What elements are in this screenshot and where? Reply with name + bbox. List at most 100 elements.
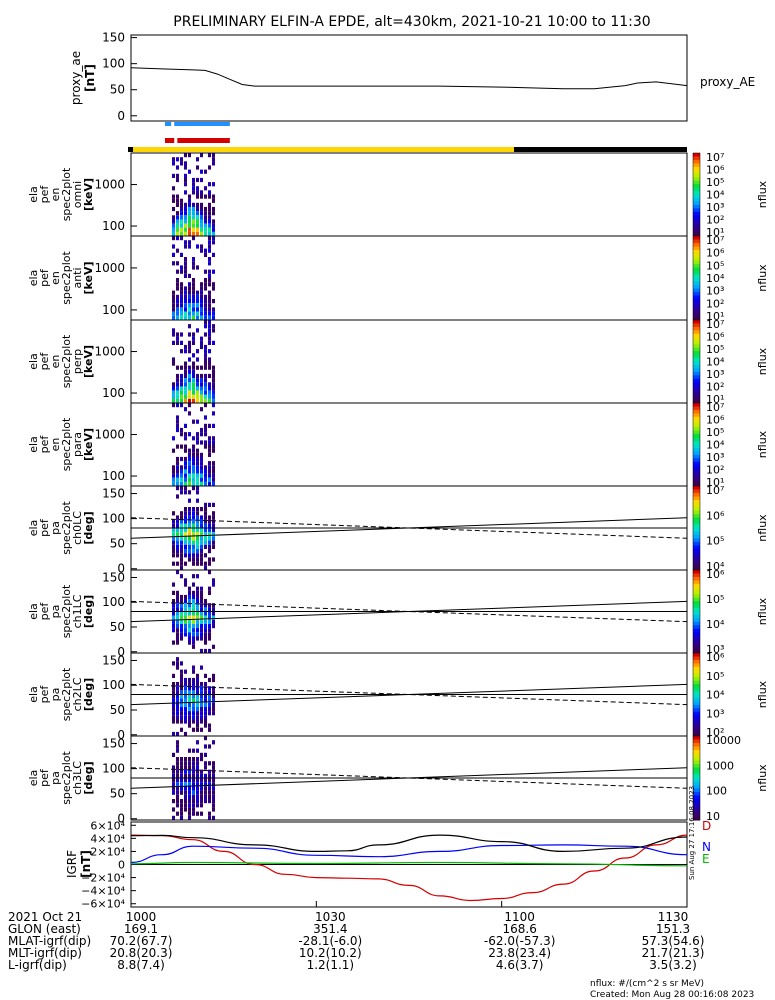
spectrogram-cell bbox=[176, 378, 179, 383]
colorbar-label: nflux bbox=[756, 514, 769, 542]
spectrogram-cell bbox=[188, 778, 191, 783]
colorbar-segment bbox=[693, 659, 700, 664]
spectrogram-cell bbox=[208, 465, 211, 470]
spectrogram-cell bbox=[184, 436, 187, 441]
spectrogram-cell bbox=[176, 390, 179, 395]
colorbar-segment bbox=[693, 347, 700, 352]
spectrogram-cell bbox=[180, 315, 183, 320]
spectrogram-cell bbox=[200, 628, 203, 633]
spectrogram-cell bbox=[176, 632, 179, 637]
spectrogram-cell bbox=[180, 690, 183, 695]
spectrogram-cell bbox=[200, 390, 203, 395]
spectrogram-ytick-label: 0 bbox=[117, 812, 125, 826]
spectrogram-cell bbox=[180, 632, 183, 637]
spectrogram-cell bbox=[208, 448, 211, 453]
spectrogram-cell bbox=[180, 456, 183, 462]
spectrogram-cell bbox=[184, 707, 187, 712]
spectrogram-cell bbox=[172, 357, 175, 362]
spectrogram-cell bbox=[204, 477, 207, 482]
spectrogram-cell bbox=[208, 182, 211, 187]
spectrogram-cell bbox=[176, 657, 179, 662]
spectrogram-cell bbox=[184, 477, 187, 482]
spectrogram-cell bbox=[212, 315, 215, 320]
spectrogram-cell bbox=[192, 473, 195, 478]
spectrogram-cell bbox=[212, 365, 215, 370]
spectrogram-cell bbox=[200, 507, 203, 512]
spectrogram-cell bbox=[204, 786, 207, 791]
spectrogram-cell bbox=[172, 307, 175, 312]
spectrogram-cell bbox=[172, 561, 175, 566]
spectrogram-cell bbox=[212, 211, 215, 216]
spectrogram-cell bbox=[204, 615, 207, 620]
spectrogram-cell bbox=[200, 477, 203, 482]
spectrogram-cell bbox=[188, 273, 191, 278]
spectrogram-cell bbox=[212, 786, 215, 791]
colorbar-segment bbox=[693, 677, 700, 682]
spectrogram-cell bbox=[180, 157, 183, 162]
spectrogram-cell bbox=[192, 290, 195, 295]
spectrogram-cell bbox=[208, 361, 211, 366]
spectrogram-cell bbox=[200, 465, 203, 470]
spectrogram-ylabel-line: [keV] bbox=[82, 178, 95, 211]
spectrogram-cell bbox=[212, 532, 215, 537]
spectrogram-cell bbox=[180, 282, 183, 287]
spectrogram-cell bbox=[204, 320, 207, 325]
spectrogram-cell bbox=[184, 369, 187, 374]
spectrogram-cell bbox=[172, 615, 175, 620]
spectrogram-cell bbox=[176, 782, 179, 787]
spectrogram-cell bbox=[188, 624, 191, 629]
spectrogram-cell bbox=[192, 677, 195, 683]
spectrogram-cell bbox=[200, 473, 203, 478]
colorbar-tick-label: 10⁵ bbox=[706, 535, 724, 548]
colorbar-segment bbox=[693, 340, 700, 345]
spectrogram-cell bbox=[192, 807, 195, 812]
spectrogram-cell bbox=[188, 698, 191, 703]
spectrogram-cell bbox=[188, 523, 191, 528]
colorbar-segment bbox=[693, 423, 700, 428]
spectrogram-cell bbox=[208, 782, 211, 787]
colorbar-segment bbox=[693, 795, 700, 800]
colorbar-label: nflux bbox=[756, 764, 769, 792]
igrf-series-total bbox=[130, 834, 688, 853]
colorbar-segment bbox=[693, 365, 700, 369]
colorbar-segment bbox=[693, 306, 700, 310]
spectrogram-cell bbox=[188, 511, 191, 516]
spectrogram-panels: 1000100elapefenspec2plotomni[keV]10⁷10⁶1… bbox=[27, 151, 769, 826]
spectrogram-cell bbox=[196, 586, 199, 591]
spectrogram-cell bbox=[212, 386, 215, 391]
spectrogram-panel-anti: 1000100elapefenspec2plotanti[keV]10⁷10⁶1… bbox=[27, 234, 769, 323]
colorbar-segment bbox=[693, 489, 700, 494]
spectrogram-cell bbox=[200, 344, 203, 350]
spectrogram-cell bbox=[176, 303, 179, 308]
spectrogram-cell bbox=[188, 690, 191, 695]
spectrogram-cell bbox=[192, 765, 195, 770]
colorbar-segment bbox=[693, 552, 700, 557]
spectrogram-cell bbox=[184, 694, 187, 699]
colorbar-tick-label: 10⁶ bbox=[706, 414, 725, 427]
spectrogram-cell bbox=[212, 515, 215, 520]
spectrogram-cell bbox=[212, 182, 215, 187]
spectrogram-cell bbox=[192, 486, 195, 491]
spectrogram-cell bbox=[192, 794, 195, 799]
spectrogram-cell bbox=[192, 477, 195, 482]
spectrogram-cell bbox=[184, 344, 187, 350]
spectrogram-cell bbox=[200, 219, 203, 224]
spectrogram-cell bbox=[200, 719, 203, 724]
spectrogram-cell bbox=[212, 473, 215, 478]
spectrogram-cell bbox=[208, 778, 211, 783]
spectrogram-cell bbox=[188, 632, 191, 637]
spectrogram-cell bbox=[212, 536, 215, 541]
spectrogram-cell bbox=[200, 452, 203, 457]
spectrogram-cell bbox=[192, 378, 195, 383]
proxy-ae-ytick-label: 150 bbox=[102, 31, 125, 45]
spectrogram-cells-ch2LC bbox=[172, 657, 215, 737]
spectrogram-cell bbox=[172, 261, 175, 266]
spectrogram-cell bbox=[204, 711, 207, 716]
spectrogram-cell bbox=[184, 223, 187, 228]
spectrogram-cell bbox=[196, 677, 199, 683]
colorbar-segment bbox=[693, 573, 700, 578]
spectrogram-cell bbox=[212, 677, 215, 683]
